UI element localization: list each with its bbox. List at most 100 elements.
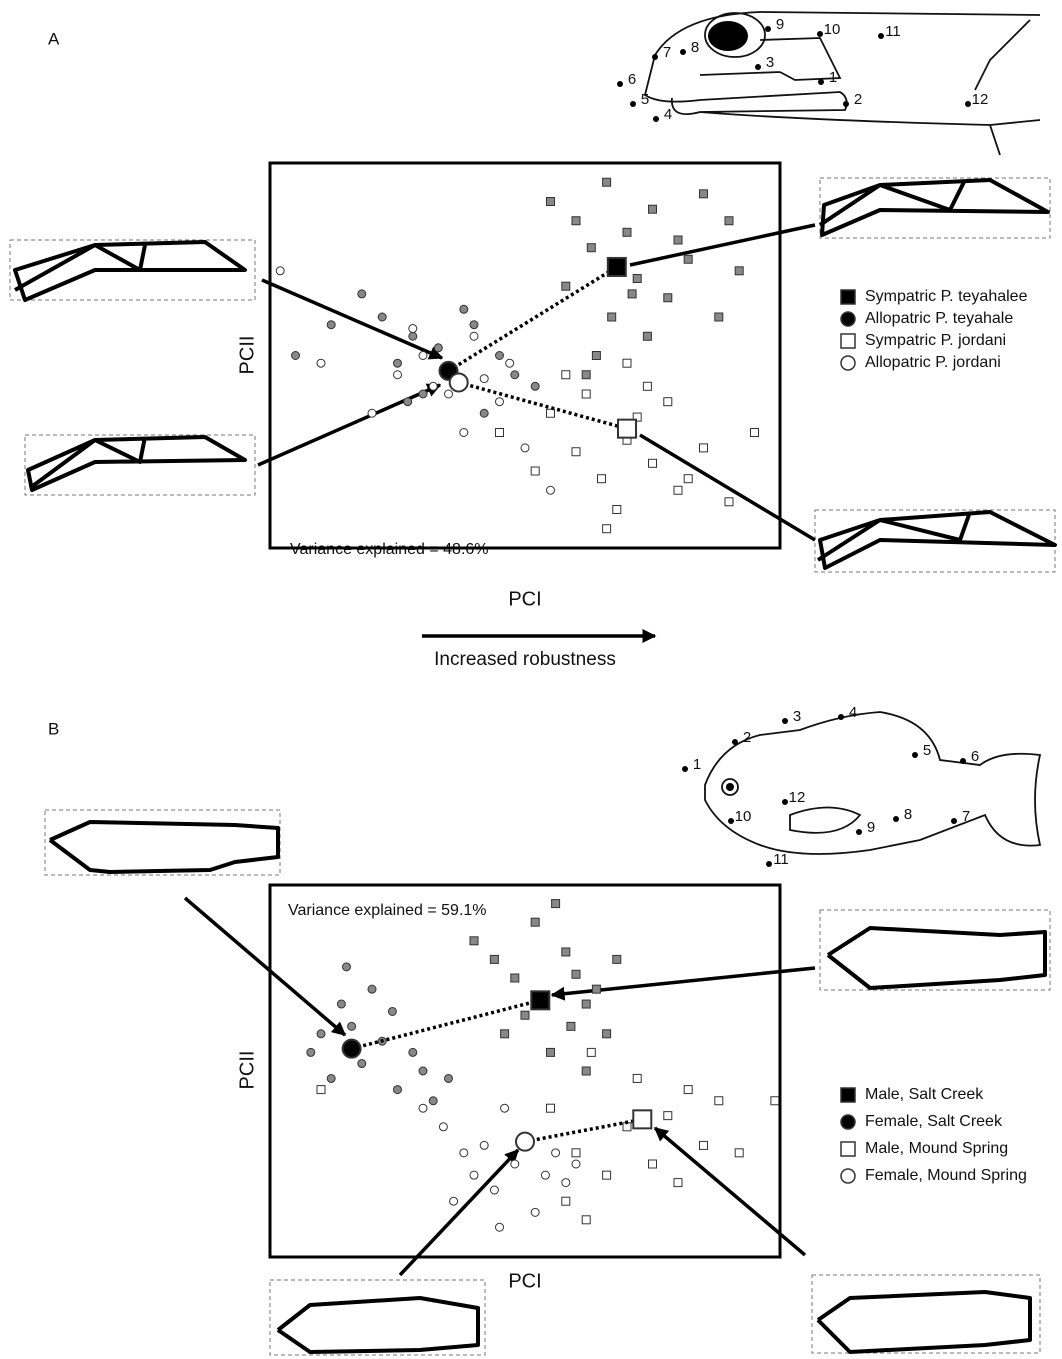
point bbox=[633, 275, 641, 283]
point bbox=[562, 1179, 570, 1187]
point bbox=[531, 382, 539, 390]
landmark-dot bbox=[951, 818, 957, 824]
panel-letter: B bbox=[48, 719, 59, 738]
landmark-dot bbox=[893, 816, 899, 822]
point bbox=[506, 359, 514, 367]
figure: APCIPCIIVariance explained = 48.6%Increa… bbox=[0, 0, 1062, 1359]
point bbox=[378, 313, 386, 321]
point bbox=[394, 1086, 402, 1094]
point bbox=[572, 448, 580, 456]
landmark-label: 10 bbox=[735, 808, 752, 825]
landmark-dot bbox=[755, 64, 761, 70]
point bbox=[480, 1141, 488, 1149]
landmark-label: 2 bbox=[854, 91, 862, 108]
point bbox=[531, 918, 539, 926]
landmark-label: 3 bbox=[793, 708, 801, 725]
y-axis-label: PCII bbox=[236, 336, 258, 375]
mean-connector bbox=[449, 267, 617, 371]
landmark-label: 5 bbox=[641, 91, 649, 108]
point bbox=[567, 1022, 575, 1030]
head-outline bbox=[645, 12, 1040, 155]
panel-letter: A bbox=[48, 29, 60, 48]
point bbox=[496, 352, 504, 360]
point bbox=[343, 963, 351, 971]
point bbox=[674, 1179, 682, 1187]
landmark-label: 9 bbox=[776, 16, 784, 33]
point bbox=[562, 948, 570, 956]
landmark-dot bbox=[728, 818, 734, 824]
point bbox=[715, 1097, 723, 1105]
legend-label: Sympatric P. teyahalee bbox=[865, 288, 1028, 305]
point bbox=[445, 1074, 453, 1082]
point bbox=[496, 1223, 504, 1231]
point bbox=[480, 409, 488, 417]
point bbox=[460, 1149, 468, 1157]
legend-marker bbox=[841, 1088, 855, 1102]
legend-label: Sympatric P. jordani bbox=[865, 332, 1006, 349]
landmark-dot bbox=[630, 101, 636, 107]
landmark-dot bbox=[682, 766, 688, 772]
page: APCIPCIIVariance explained = 48.6%Increa… bbox=[0, 0, 1062, 1359]
point bbox=[547, 409, 555, 417]
legend-marker bbox=[841, 290, 855, 304]
point bbox=[562, 371, 570, 379]
legend-label: Allopatric P. teyahale bbox=[865, 310, 1013, 327]
point bbox=[603, 1030, 611, 1038]
point bbox=[419, 390, 427, 398]
landmark-dot bbox=[856, 829, 862, 835]
landmark-label: 1 bbox=[693, 756, 701, 773]
landmark-label: 11 bbox=[773, 851, 789, 868]
landmark-dot bbox=[782, 718, 788, 724]
legend-label: Male, Mound Spring bbox=[865, 1140, 1008, 1157]
point bbox=[429, 1097, 437, 1105]
point bbox=[470, 332, 478, 340]
point bbox=[649, 459, 657, 467]
point bbox=[419, 1067, 427, 1075]
point bbox=[649, 205, 657, 213]
point bbox=[684, 255, 692, 263]
point bbox=[613, 955, 621, 963]
point bbox=[317, 1086, 325, 1094]
legend-marker bbox=[841, 334, 855, 348]
point bbox=[715, 313, 723, 321]
landmark-label: 3 bbox=[766, 54, 774, 71]
point bbox=[603, 1171, 611, 1179]
point bbox=[496, 429, 504, 437]
point bbox=[409, 1048, 417, 1056]
point bbox=[470, 321, 478, 329]
point bbox=[480, 375, 488, 383]
landmark-dot bbox=[765, 26, 771, 32]
landmark-dot bbox=[912, 752, 918, 758]
point bbox=[582, 1067, 590, 1075]
landmark-dot bbox=[732, 739, 738, 745]
point bbox=[394, 371, 402, 379]
point bbox=[552, 1149, 560, 1157]
point bbox=[700, 444, 708, 452]
point bbox=[419, 352, 427, 360]
mean-point bbox=[608, 258, 626, 276]
point bbox=[628, 290, 636, 298]
point bbox=[531, 1208, 539, 1216]
landmark-dot bbox=[817, 31, 823, 37]
landmark-label: 9 bbox=[867, 819, 875, 836]
landmark-label: 12 bbox=[789, 789, 806, 806]
landmark-label: 7 bbox=[663, 44, 671, 61]
point bbox=[434, 344, 442, 352]
mean-point bbox=[343, 1040, 361, 1058]
plot-frame bbox=[270, 885, 780, 1257]
point bbox=[572, 217, 580, 225]
point bbox=[582, 1000, 590, 1008]
landmark-label: 1 bbox=[829, 69, 837, 86]
landmark-dot bbox=[653, 116, 659, 122]
landmark-dot bbox=[766, 861, 772, 867]
landmark-label: 12 bbox=[972, 91, 989, 108]
x-axis-label: PCI bbox=[508, 1270, 541, 1292]
point bbox=[521, 1011, 529, 1019]
point bbox=[592, 352, 600, 360]
point bbox=[496, 398, 504, 406]
point bbox=[608, 313, 616, 321]
point bbox=[587, 1048, 595, 1056]
point bbox=[664, 294, 672, 302]
point bbox=[674, 236, 682, 244]
point bbox=[700, 190, 708, 198]
